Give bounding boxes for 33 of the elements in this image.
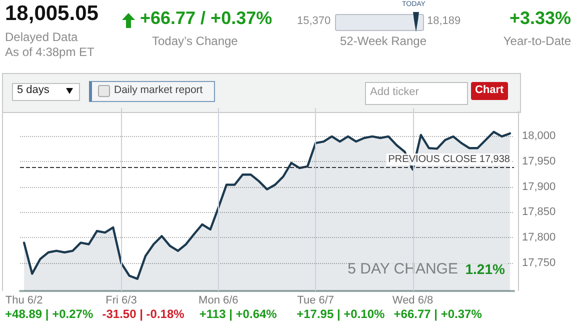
y-tick-label: 17,800 (522, 232, 556, 244)
text: -31.50 | -0.18% (102, 307, 185, 321)
text: Year-to-Date (503, 34, 571, 48)
annotation: 5 DAY CHANGE (348, 260, 458, 278)
x-tick-label: Fri 6/3 (106, 294, 137, 306)
x-tick-label: Tue 6/7 (297, 294, 334, 306)
text: +48.89 | +0.27% (5, 307, 94, 321)
text: 18,005.05 (5, 2, 98, 26)
annotation: 1.21% (465, 261, 506, 277)
text: 15,370 (297, 15, 331, 27)
text: As of 4:38pm ET (5, 45, 94, 59)
text: 5 days (17, 84, 50, 96)
text: +66.77 | +0.37% (394, 307, 482, 321)
text: +66.77 / +0.37% (140, 8, 272, 29)
x-tick-label: Wed 6/8 (392, 294, 434, 306)
text: Delayed Data (5, 30, 78, 44)
x-tick-label: Mon 6/6 (198, 294, 238, 306)
y-tick-label: 17,950 (522, 155, 556, 168)
text: 18,189 (427, 15, 461, 27)
text: Today’s Change (152, 34, 238, 48)
text: Chart (475, 84, 504, 96)
text: Daily market report (114, 84, 203, 96)
ref-line-label: PREVIOUS CLOSE 17,938 (388, 154, 510, 165)
text: +3.33% (509, 8, 571, 29)
text: +113 | +0.64% (199, 307, 278, 321)
text: Add ticker (370, 86, 419, 98)
text: 52-Week Range (340, 34, 426, 48)
y-tick-label: 18,000 (522, 130, 556, 142)
x-tick-label: Thu 6/2 (5, 294, 43, 306)
y-tick-label: 17,900 (522, 180, 556, 193)
y-tick-label: 17,750 (522, 257, 556, 270)
text: +17.95 | +0.10% (296, 307, 386, 321)
y-tick-label: 17,850 (522, 206, 556, 218)
